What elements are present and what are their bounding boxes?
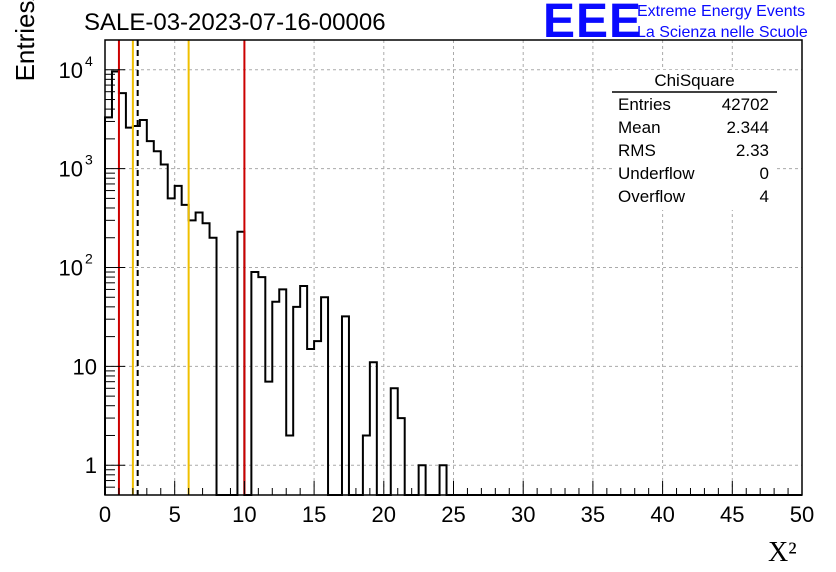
histogram-bin (189, 220, 196, 495)
histogram-bin (175, 186, 182, 495)
histogram-bin (161, 165, 168, 495)
stats-value: 2.33 (736, 141, 769, 160)
stats-value: 0 (760, 164, 769, 183)
histogram-bin (265, 382, 272, 495)
histogram-bin (391, 388, 398, 495)
stats-label: Entries (618, 95, 671, 114)
histogram-bin (307, 349, 314, 495)
stats-value: 2.344 (726, 118, 769, 137)
histogram-bin (196, 212, 203, 495)
x-tick-labels: 0 5 10 15 20 25 30 35 40 45 50 (99, 502, 814, 527)
histogram-bin (237, 232, 244, 495)
x-tick-label: 15 (302, 502, 326, 527)
x-tick-label: 0 (99, 502, 111, 527)
histogram-bin (133, 126, 140, 495)
histogram-bin (440, 465, 447, 495)
x-tick-label: 20 (372, 502, 396, 527)
histogram-bin (182, 205, 189, 495)
x-tick-label: 45 (720, 502, 744, 527)
x-tick-label: 25 (441, 502, 465, 527)
logo-line-2: La Scienza nelle Scuole (637, 24, 808, 41)
y-tick-label: 10 (59, 256, 83, 281)
histogram-bin (258, 277, 265, 495)
histogram-bin (272, 302, 279, 495)
y-tick-exponent: 2 (85, 251, 93, 267)
histogram-bin (119, 93, 126, 495)
x-tick-label: 50 (790, 502, 814, 527)
y-tick-label: 1 (85, 453, 97, 478)
histogram-bin (126, 128, 133, 495)
histogram-bin (279, 289, 286, 495)
histogram-bin (293, 307, 300, 495)
x-tick-label: 5 (169, 502, 181, 527)
plot-frame (104, 39, 803, 496)
y-tick-label: 10 (73, 354, 97, 379)
stats-label: RMS (618, 141, 656, 160)
x-tick-label: 10 (232, 502, 256, 527)
stats-label: Mean (618, 118, 661, 137)
histogram-bin (154, 151, 161, 495)
x-tick-label: 35 (581, 502, 605, 527)
stats-background (612, 70, 777, 210)
histogram-bin (398, 418, 405, 495)
eee-logo: EEE (543, 0, 643, 48)
y-tick-label: 10 (59, 58, 83, 83)
stats-title: ChiSquare (654, 71, 734, 90)
histogram-bin (203, 223, 210, 495)
stats-value: 42702 (722, 95, 769, 114)
y-tick-exponent: 3 (85, 152, 93, 168)
logo-line-1: Extreme Energy Events (637, 3, 806, 20)
axes (104, 39, 803, 496)
stats-box: ChiSquare Entries 42702 Mean 2.344 RMS 2.33 Und… (612, 70, 777, 210)
y-tick-label: 10 (59, 157, 83, 182)
histogram-bin (251, 272, 258, 495)
stats-label: Underflow (618, 164, 695, 183)
x-axis-label: X² (768, 537, 797, 568)
histogram-bin (300, 286, 307, 495)
x-tick-label: 40 (650, 502, 674, 527)
histogram-bin (419, 465, 426, 495)
x-tick-label: 30 (511, 502, 535, 527)
stats-label: Overflow (618, 187, 686, 206)
y-tick-exponent: 4 (85, 53, 93, 69)
chart-title: SALE-03-2023-07-16-00006 (84, 9, 386, 36)
histogram-bin (168, 198, 175, 495)
histogram-bin (314, 341, 321, 495)
histogram-bin (147, 141, 154, 495)
histogram-bin (105, 117, 112, 495)
histogram-bin (342, 316, 349, 495)
histogram-bin (140, 120, 147, 495)
stats-value: 4 (760, 187, 769, 206)
histogram-bin (370, 362, 377, 495)
